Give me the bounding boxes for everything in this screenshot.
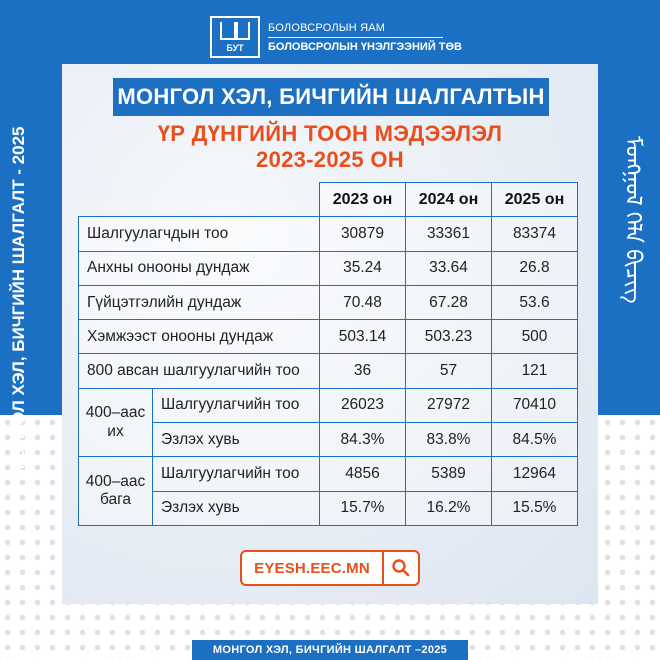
- table-row: 400–аас их Шалгуулагчийн тоо 26023 27972…: [78, 387, 578, 458]
- cell-value: 33361: [405, 216, 492, 252]
- cell-value: 26023: [319, 387, 406, 424]
- table-row: Шалгуулагчдын тоо 30879 33361 83374: [78, 216, 578, 252]
- cell-value: 67.28: [405, 284, 492, 321]
- table-row: 800 авсан шалгуулагчийн тоо 36 57 121: [78, 353, 578, 389]
- subtitle-line1: ҮР ДҮНГИЙН ТООН МЭДЭЭЛЭЛ: [157, 121, 503, 146]
- org-line2: БОЛОВСРОЛЫН ҮНЭЛГЭЭНИЙ ТӨВ: [268, 40, 462, 53]
- logo-text: БУТ: [226, 43, 244, 53]
- year-header: 2025 он: [491, 181, 578, 218]
- cell-value: 53.6: [491, 284, 578, 321]
- org-name: БОЛОВСРОЛЫН ЯАМ БОЛОВСРОЛЫН ҮНЭЛГЭЭНИЙ Т…: [268, 22, 462, 53]
- row-label: Эзлэх хувь: [152, 490, 320, 526]
- row-label: Эзлэх хувь: [152, 422, 320, 458]
- row-label: Хэмжээст онооны дундаж: [78, 319, 320, 355]
- cell-value: 503.14: [319, 319, 406, 355]
- cell-value: 503.23: [405, 319, 492, 355]
- footer-banner: МОНГОЛ ХЭЛ, БИЧГИЙН ШАЛГАЛТ –2025: [192, 640, 468, 660]
- logo-icon: БУТ: [210, 16, 260, 58]
- results-table: 2023 он 2024 он 2025 он Шалгуулагчдын то…: [78, 181, 578, 526]
- website-link-button[interactable]: EYESH.EEC.MN: [240, 550, 420, 586]
- table-corner: [79, 183, 320, 217]
- row-label: Шалгуулагчдын тоо: [78, 216, 320, 252]
- cell-value: 35.24: [319, 250, 406, 286]
- year-header: 2024 он: [405, 181, 492, 218]
- org-line1: БОЛОВСРОЛЫН ЯАМ: [268, 21, 386, 34]
- table-header-row: 2023 он 2024 он 2025 он: [79, 181, 578, 218]
- year-header: 2023 он: [319, 181, 406, 218]
- page-title: МОНГОЛ ХЭЛ, БИЧГИЙН ШАЛГАЛТЫН: [113, 78, 549, 116]
- side-text-left: МОНГОЛ ХЭЛ, БИЧГИЙН ШАЛГАЛТ - 2025: [9, 126, 28, 474]
- row-label: Гүйцэтгэлийн дундаж: [78, 284, 320, 321]
- cell-value: 15.7%: [319, 490, 406, 526]
- cell-value: 70.48: [319, 284, 406, 321]
- table-row: Анхны онооны дундаж 35.24 33.64 26.8: [78, 250, 578, 286]
- cell-value: 4856: [319, 456, 406, 492]
- group-label-above-400: 400–аас их: [78, 387, 153, 458]
- group-label-line2: бага: [99, 491, 132, 509]
- cell-value: 500: [491, 319, 578, 355]
- row-label: Анхны онооны дундаж: [78, 250, 320, 286]
- table-row: 400–аас бага Шалгуулагчийн тоо 4856 5389…: [78, 456, 578, 526]
- row-label: Шалгуулагчийн тоо: [152, 387, 320, 424]
- cell-value: 84.3%: [319, 422, 406, 458]
- table-row: Хэмжээст онооны дундаж 503.14 503.23 500: [78, 319, 578, 355]
- group-label-below-400: 400–аас бага: [78, 456, 153, 526]
- cell-value: 27972: [405, 387, 492, 424]
- cell-value: 16.2%: [405, 490, 492, 526]
- org-divider: [268, 36, 443, 38]
- cell-value: 84.5%: [491, 422, 578, 458]
- cell-value: 83.8%: [405, 422, 492, 458]
- cell-value: 5389: [405, 456, 492, 492]
- row-label: 800 авсан шалгуулагчийн тоо: [78, 353, 320, 389]
- cell-value: 121: [491, 353, 578, 389]
- cell-value: 36: [319, 353, 406, 389]
- website-url[interactable]: EYESH.EEC.MN: [254, 559, 370, 577]
- cell-value: 83374: [491, 216, 578, 252]
- table-row: Эзлэх хувь 84.3% 83.8% 84.5%: [79, 422, 578, 458]
- cell-value: 70410: [491, 387, 578, 424]
- cell-value: 30879: [319, 216, 406, 252]
- row-label: Шалгуулагчийн тоо: [152, 456, 320, 492]
- subtitle-line2: 2023-2025 ОН: [256, 147, 404, 172]
- table-row: Эзлэх хувь 15.7% 16.2% 15.5%: [79, 490, 578, 526]
- cell-value: 33.64: [405, 250, 492, 286]
- cell-value: 57: [405, 353, 492, 389]
- table-row: Гүйцэтгэлийн дундаж 70.48 67.28 53.6: [78, 284, 578, 321]
- group-label-line2: их: [107, 422, 124, 440]
- side-text-right: ᠮᠣᠩᠭᠣᠯ ᠬᠡᠯᠡ ᠪᠢᠴᠢᠭ: [621, 136, 646, 304]
- search-icon[interactable]: [382, 552, 418, 584]
- group-label-line1: 400–аас: [85, 403, 146, 421]
- group-label-line1: 400–аас: [85, 472, 146, 490]
- cell-value: 15.5%: [491, 490, 578, 526]
- header: БУТ БОЛОВСРОЛЫН ЯАМ БОЛОВСРОЛЫН ҮНЭЛГЭЭН…: [210, 16, 462, 58]
- cell-value: 12964: [491, 456, 578, 492]
- cell-value: 26.8: [491, 250, 578, 286]
